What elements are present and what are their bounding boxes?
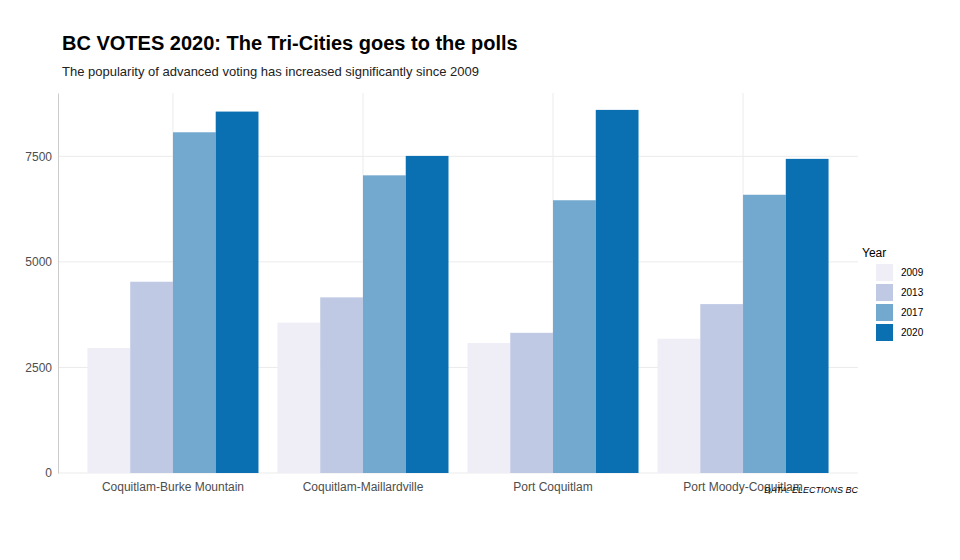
caption: DATA: ELECTIONS BC [764, 485, 858, 495]
y-tick-label: 2500 [25, 361, 52, 375]
legend-swatch [876, 264, 893, 281]
x-axis: Coquitlam-Burke Mountain Coquitlam-Mailla… [102, 473, 803, 494]
x-tick: Port Coquitlam [513, 473, 592, 494]
y-tick-label: 0 [45, 466, 52, 480]
bar [406, 156, 449, 473]
bar [658, 339, 701, 473]
x-tick-label: Port Coquitlam [513, 480, 592, 494]
subtitle: The popularity of advanced voting has in… [62, 64, 479, 79]
legend-label: 2020 [901, 327, 924, 338]
bar [277, 323, 320, 473]
bar [468, 343, 511, 473]
y-tick: 7500 [25, 150, 58, 164]
y-tick: 2500 [25, 361, 58, 375]
legend-label: 2013 [901, 287, 924, 298]
legend-swatch [876, 284, 893, 301]
bars [87, 110, 828, 473]
y-tick: 5000 [25, 255, 58, 269]
y-tick: 0 [45, 466, 58, 480]
legend-label: 2017 [901, 307, 924, 318]
bar [87, 348, 130, 473]
y-tick-label: 7500 [25, 150, 52, 164]
legend-title: Year [862, 246, 886, 260]
bar [553, 200, 596, 473]
grid [58, 93, 858, 473]
y-tick-label: 5000 [25, 255, 52, 269]
y-axis: 0 2500 5000 7500 [25, 94, 58, 481]
bar [130, 282, 173, 473]
x-tick: Coquitlam-Burke Mountain [102, 473, 244, 494]
chart: BC VOTES 2020: The Tri-Cities goes to th… [0, 0, 960, 560]
x-tick-label: Coquitlam-Burke Mountain [102, 480, 244, 494]
legend-label: 2009 [901, 267, 924, 278]
bar [363, 175, 406, 473]
y-axis-line [58, 94, 59, 474]
bar [786, 159, 829, 473]
legend: Year 2009 2013 2017 2020 [862, 246, 924, 341]
bar [216, 112, 259, 473]
x-tick: Coquitlam-Maillardville [303, 473, 424, 494]
bar [700, 304, 743, 473]
bar [743, 195, 786, 473]
bar [596, 110, 639, 473]
legend-swatch [876, 304, 893, 321]
legend-swatch [876, 324, 893, 341]
title: BC VOTES 2020: The Tri-Cities goes to th… [62, 32, 518, 54]
bar [510, 333, 553, 473]
bar [173, 132, 216, 473]
x-tick-label: Coquitlam-Maillardville [303, 480, 424, 494]
bar [320, 297, 363, 473]
